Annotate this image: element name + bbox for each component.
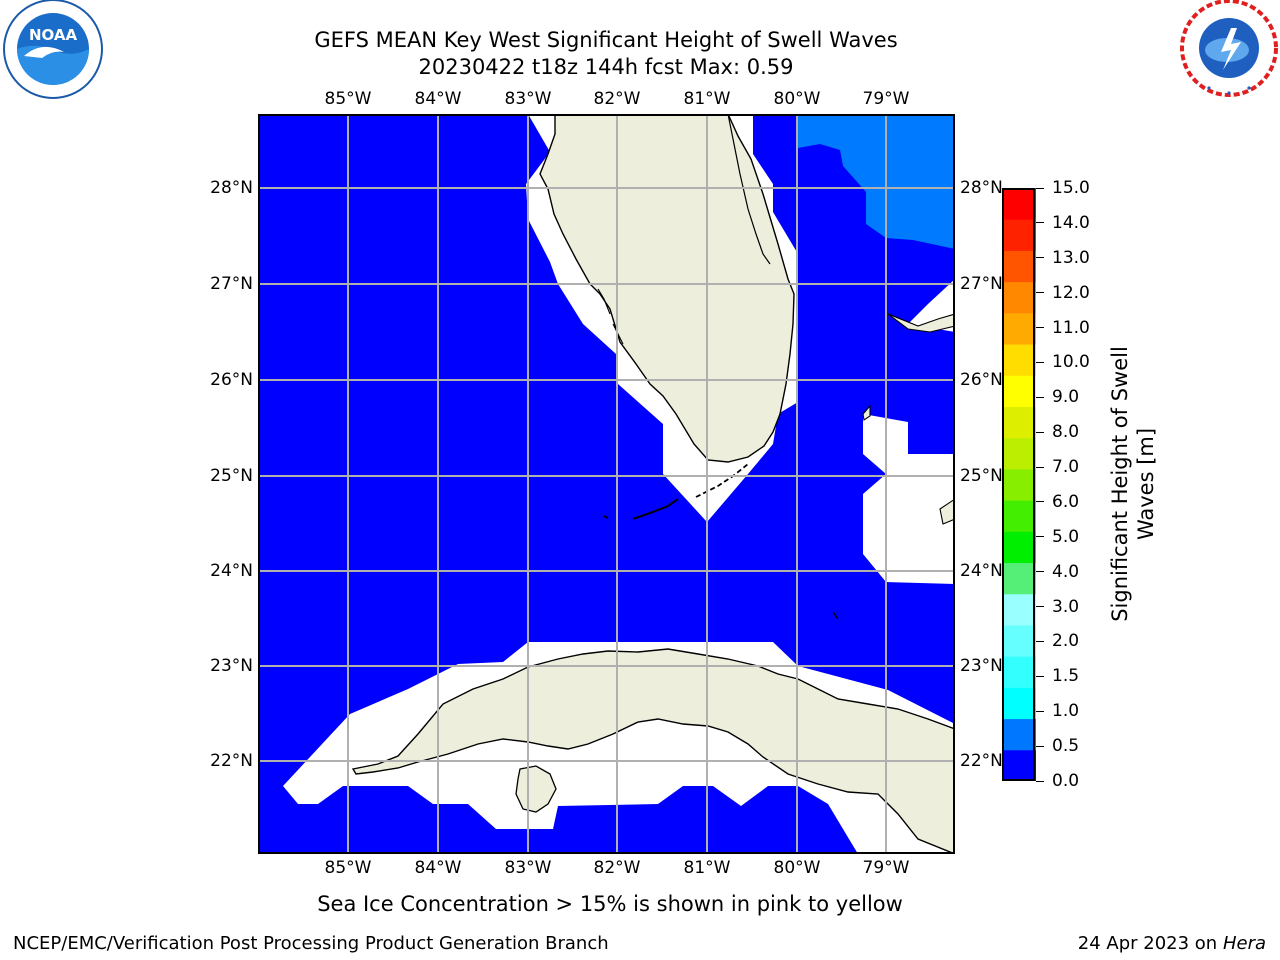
colorbar-label-line2: Waves [m] xyxy=(1134,427,1158,541)
colorbar-ticks: 15.0 14.0 13.0 12.0 11.0 10.0 9.0 8.0 7.0 6.0 5.0 4… xyxy=(1036,178,1106,791)
footer-date: 24 Apr 2023 on xyxy=(1077,933,1223,954)
lon-label-top: 81°W xyxy=(683,89,731,109)
colorbar-tick-label: 15.0 xyxy=(1036,178,1090,198)
colorbar-tick-label: 2.0 xyxy=(1036,631,1079,651)
colorbar-tick-label: 14.0 xyxy=(1036,213,1090,233)
lon-label-top: 83°W xyxy=(504,89,552,109)
lon-label-top: 80°W xyxy=(773,89,821,109)
colorbar-segment xyxy=(1002,188,1036,220)
colorbar-tick-label: 9.0 xyxy=(1036,387,1079,407)
grand-bahama-land xyxy=(887,313,955,333)
colorbar-tick-label: 6.0 xyxy=(1036,492,1079,512)
sea-ice-note: Sea Ice Concentration > 15% is shown in … xyxy=(317,892,903,916)
cuba-land xyxy=(351,648,955,854)
colorbar-tick-label: 12.0 xyxy=(1036,283,1090,303)
colorbar-segment xyxy=(1002,406,1036,439)
chart-title: GEFS MEAN Key West Significant Height of… xyxy=(314,28,898,52)
lon-label-top: 84°W xyxy=(414,89,462,109)
colorbar-segment xyxy=(1002,437,1036,470)
lat-label-left: 23°N xyxy=(210,656,253,676)
colorbar-segment xyxy=(1002,687,1036,720)
lat-label-right: 24°N xyxy=(960,561,1003,581)
lon-label-bottom: 82°W xyxy=(593,858,641,878)
noaa-logo-text: NOAA xyxy=(29,26,78,44)
colorbar-segment xyxy=(1002,718,1036,751)
lat-label-right: 28°N xyxy=(960,178,1003,198)
colorbar-tick-label: 1.5 xyxy=(1036,666,1079,686)
colorbar-tick-label: 7.0 xyxy=(1036,457,1079,477)
colorbar-tick-label: 11.0 xyxy=(1036,318,1090,338)
colorbar-segment xyxy=(1002,219,1036,251)
footer-host: Hera xyxy=(1222,933,1266,954)
colorbar-tick-label: 8.0 xyxy=(1036,422,1079,442)
colorbar-label-line1: Significant Height of Swell xyxy=(1108,346,1132,622)
colorbar xyxy=(1002,188,1036,781)
colorbar-segment xyxy=(1002,749,1036,781)
colorbar-segment xyxy=(1002,593,1036,626)
lon-label-bottom: 81°W xyxy=(683,858,731,878)
lon-label-top: 85°W xyxy=(324,89,372,109)
lon-label-bottom: 83°W xyxy=(504,858,552,878)
colorbar-segment xyxy=(1002,468,1036,501)
colorbar-segment xyxy=(1002,344,1036,376)
colorbar-segment xyxy=(1002,500,1036,532)
lon-label-bottom: 80°W xyxy=(773,858,821,878)
lat-label-right: 23°N xyxy=(960,656,1003,676)
ocean-swell-mid xyxy=(798,114,955,249)
footer-right: 24 Apr 2023 on Hera xyxy=(1078,933,1266,955)
colorbar-segment xyxy=(1002,624,1036,657)
colorbar-tick-label: 13.0 xyxy=(1036,248,1090,268)
lat-label-left: 27°N xyxy=(210,274,253,294)
footer-left: NCEP/EMC/Verification Post Processing Pr… xyxy=(13,933,609,954)
colorbar-tick-label: 5.0 xyxy=(1036,527,1079,547)
lon-label-bottom: 79°W xyxy=(862,858,910,878)
colorbar-tick-label: 0.5 xyxy=(1036,736,1079,756)
lat-label-right: 27°N xyxy=(960,274,1003,294)
colorbar-segment xyxy=(1002,250,1036,283)
lat-label-left: 24°N xyxy=(210,561,253,581)
colorbar-segment xyxy=(1002,656,1036,688)
colorbar-segment xyxy=(1002,562,1036,595)
lat-label-left: 26°N xyxy=(210,370,253,390)
swell-map xyxy=(258,114,955,854)
lat-label-left: 22°N xyxy=(210,751,253,771)
colorbar-tick-label: 0.0 xyxy=(1036,771,1079,791)
lon-label-bottom: 85°W xyxy=(324,858,372,878)
map-frame xyxy=(258,114,955,854)
colorbar-segment xyxy=(1002,281,1036,314)
colorbar-segment xyxy=(1002,531,1036,564)
colorbar-segment xyxy=(1002,312,1036,345)
lat-label-right: 22°N xyxy=(960,751,1003,771)
colorbar-label: Significant Height of Swell Waves [m] xyxy=(1103,188,1163,781)
lat-label-left: 28°N xyxy=(210,178,253,198)
nws-logo xyxy=(1177,0,1279,100)
colorbar-tick-label: 4.0 xyxy=(1036,562,1079,582)
lat-label-right: 25°N xyxy=(960,466,1003,486)
lon-label-top: 79°W xyxy=(862,89,910,109)
chart-subtitle: 20230422 t18z 144h fcst Max: 0.59 xyxy=(418,55,794,79)
lat-label-left: 25°N xyxy=(210,466,253,486)
colorbar-tick-label: 10.0 xyxy=(1036,352,1090,372)
isle-of-youth-land xyxy=(515,765,557,813)
lon-label-top: 82°W xyxy=(593,89,641,109)
colorbar-tick-label: 1.0 xyxy=(1036,701,1079,721)
colorbar-segment xyxy=(1002,375,1036,407)
florida-land xyxy=(539,114,795,463)
lat-label-right: 26°N xyxy=(960,370,1003,390)
colorbar-tick-label: 3.0 xyxy=(1036,597,1079,617)
lon-label-bottom: 84°W xyxy=(414,858,462,878)
noaa-logo: NOAA xyxy=(2,0,104,102)
graticule xyxy=(258,114,955,854)
